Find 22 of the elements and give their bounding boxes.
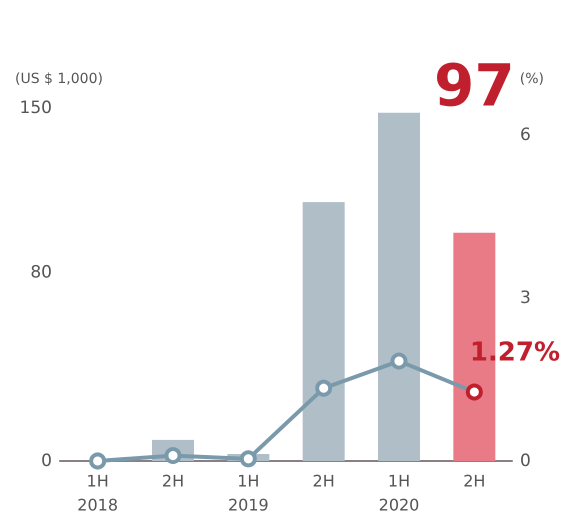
point <box>240 450 257 468</box>
x-tick-label: 2H <box>162 472 184 490</box>
y-axis-title: (US $ 1,000) <box>15 71 103 87</box>
bar <box>378 112 420 461</box>
y-tick-label: 150 <box>20 98 52 118</box>
point <box>390 352 408 370</box>
y2-tick-label: 0 <box>520 451 531 471</box>
point <box>466 384 483 401</box>
data-label: 97 <box>434 52 515 120</box>
y-tick-label: 0 <box>41 451 52 471</box>
point <box>315 380 332 397</box>
y2-tick-label: 6 <box>520 125 531 146</box>
bar <box>302 202 345 461</box>
y2-axis-title: (%) <box>520 71 544 87</box>
x-tick-label: 2H <box>312 472 335 490</box>
y2-tick-label: 3 <box>520 288 531 308</box>
x-tick-label: 2H <box>463 472 486 490</box>
x-tick-label: 1H 2019 <box>228 472 269 514</box>
y-tick-label: 80 <box>30 262 52 283</box>
x-tick-label: 1H 2018 <box>77 472 118 514</box>
x-tick-label: 1H 2020 <box>378 472 420 514</box>
point <box>89 452 106 470</box>
